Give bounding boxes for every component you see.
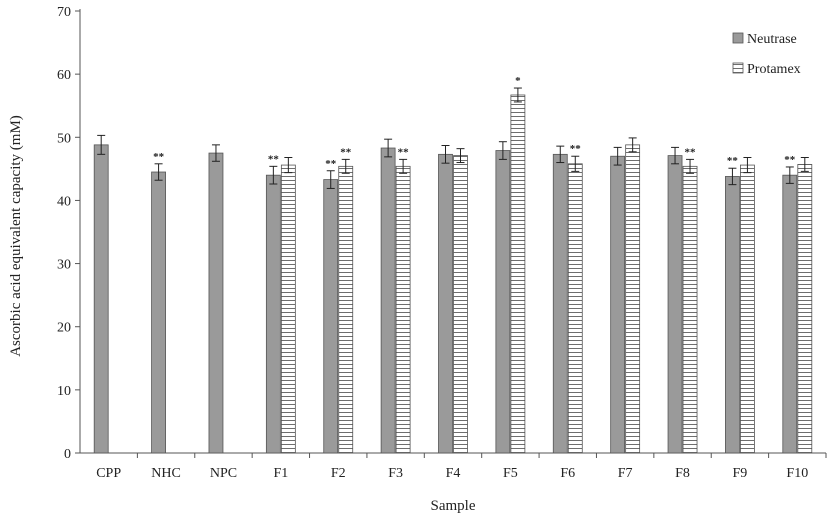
bar-protamex: [453, 155, 468, 454]
y-tick-label: 70: [57, 5, 71, 20]
x-tick-label: F10: [786, 466, 808, 481]
significance-marker: **: [340, 146, 352, 158]
x-tick-label: F5: [503, 466, 518, 481]
legend-label-neutrase: Neutrase: [747, 32, 797, 47]
legend-label-protamex: Protamex: [747, 62, 801, 77]
x-tick-label: F3: [388, 466, 403, 481]
x-tick-label: CPP: [96, 466, 121, 481]
bar-neutrase: [265, 174, 281, 454]
bar-protamex: [280, 164, 296, 454]
x-tick-label: F7: [618, 466, 633, 481]
y-axis-title: Ascorbic acid equivalent capacity (mM): [8, 115, 24, 357]
bar-neutrase: [667, 155, 683, 454]
plot-area: 0 10 20 30 40 50 60 70 CPP NHC NPC F1 F2 F3 F4 F5 F6 F7 F8…: [57, 5, 827, 481]
bar-neutrase: [151, 171, 166, 454]
x-axis-title: Sample: [431, 498, 476, 514]
significance-marker: **: [398, 146, 410, 158]
y-tick-label: 20: [57, 321, 71, 336]
significance-marker: **: [153, 151, 165, 163]
bar-neutrase: [323, 179, 339, 454]
y-tick-label: 40: [57, 194, 71, 209]
bar-protamex: [338, 165, 354, 454]
bar-neutrase: [495, 150, 511, 454]
bar-protamex: [510, 94, 526, 454]
legend-swatch-neutrase: [732, 32, 744, 44]
bar-neutrase: [610, 155, 626, 454]
significance-marker: *: [515, 75, 521, 87]
y-tick-label: 60: [57, 68, 71, 83]
x-tick-label: NPC: [210, 466, 237, 481]
bar-protamex: [740, 164, 755, 454]
bar-neutrase: [93, 144, 109, 454]
bar-protamex: [682, 165, 698, 454]
bar-neutrase: [782, 174, 798, 454]
significance-marker: **: [268, 153, 280, 165]
bar-protamex: [797, 164, 813, 454]
bar-neutrase: [438, 153, 453, 454]
bar-neutrase: [552, 153, 568, 454]
significance-marker: **: [570, 143, 582, 155]
bar-protamex: [567, 163, 583, 454]
x-tick-label: F1: [273, 466, 288, 481]
bar-neutrase: [208, 152, 224, 454]
x-tick-label: F9: [733, 466, 748, 481]
x-tick-label: F4: [446, 466, 461, 481]
significance-marker: **: [784, 154, 796, 166]
significance-marker: **: [685, 146, 697, 158]
significance-marker: **: [325, 158, 337, 170]
x-tick-label: NHC: [151, 466, 181, 481]
y-tick-label: 10: [57, 384, 71, 399]
y-tick-label: 50: [57, 131, 71, 146]
significance-marker: **: [727, 155, 739, 167]
y-tick-label: 30: [57, 258, 71, 273]
y-tick-label: 0: [64, 447, 71, 462]
bar-neutrase: [380, 147, 396, 454]
bar-neutrase: [725, 176, 740, 454]
x-tick-label: F2: [331, 466, 346, 481]
x-tick-label: F8: [675, 466, 690, 481]
bar-protamex: [395, 165, 411, 454]
x-tick-label: F6: [560, 466, 575, 481]
bar-protamex: [625, 144, 641, 454]
legend-swatch-protamex: [732, 62, 744, 74]
